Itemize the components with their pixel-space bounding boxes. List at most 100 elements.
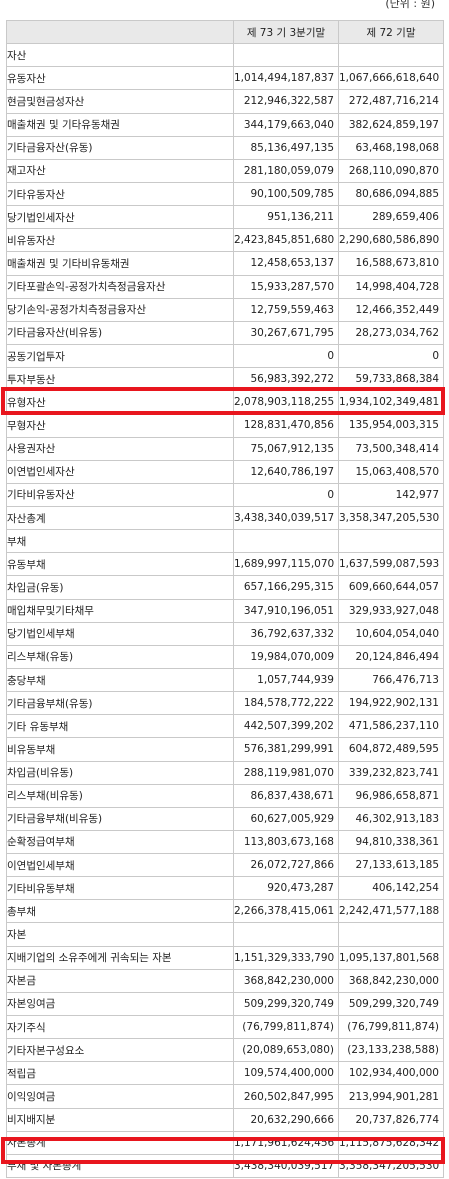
row-label: 매출채권 및 기타비유동채권 xyxy=(6,251,234,276)
table-row: 매출채권 및 기타유동채권 344,179,663,040 382,624,859,… xyxy=(6,112,444,137)
prior-period-value: 12,466,352,449 xyxy=(338,297,444,322)
table-row: 공동기업투자 0 0 xyxy=(6,343,444,369)
row-label: 자본잉여금 xyxy=(6,991,234,1017)
row-label: 기타금융자산(비유동) xyxy=(6,320,234,345)
current-period-value: 113,803,673,168 xyxy=(233,829,339,855)
prior-period-value: 604,872,489,595 xyxy=(338,737,444,762)
table-row: 유형자산 2,078,903,118,255 1,934,102,349,481 xyxy=(6,390,444,415)
table-row: 기타비유동부채 920,473,287 406,142,254 xyxy=(6,876,444,901)
prior-period-value: 46,302,913,183 xyxy=(338,806,444,831)
header-item-column xyxy=(6,19,234,45)
row-label: 비유동부채 xyxy=(6,737,234,762)
table-row: 자산총계 3,438,340,039,517 3,358,347,205,530 xyxy=(6,505,444,531)
current-period-value: 2,423,845,851,680 xyxy=(233,228,339,253)
table-row: 기타금융부채(유동) 184,578,772,222 194,922,902,131 xyxy=(6,691,444,716)
table-row: 당기법인세부채 36,792,637,332 10,604,054,040 xyxy=(6,621,444,646)
table-row: 기타금융부채(비유동) 60,627,005,929 46,302,913,183 xyxy=(6,806,444,831)
prior-period-value: 406,142,254 xyxy=(338,876,444,901)
prior-period-value: 15,063,408,570 xyxy=(338,459,444,484)
row-label: 기타비유동부채 xyxy=(6,876,234,901)
row-label: 공동기업투자 xyxy=(6,343,234,369)
prior-period-value: 20,124,846,494 xyxy=(338,644,444,669)
row-label: 당기법인세부채 xyxy=(6,621,234,646)
table-row: 기타 유동부채 442,507,399,202 471,586,237,110 xyxy=(6,714,444,739)
table-row: 자산 xyxy=(6,43,444,68)
row-label: 자본금 xyxy=(6,968,234,993)
row-label: 비지배지분 xyxy=(6,1107,234,1132)
table-row: 부채 xyxy=(6,529,444,554)
row-label: 투자부동산 xyxy=(6,367,234,392)
row-label: 리스부채(비유동) xyxy=(6,783,234,808)
table-row: 기타자본구성요소 (20,089,653,080) (23,133,238,588) xyxy=(6,1038,444,1063)
prior-period-value: 10,604,054,040 xyxy=(338,621,444,646)
prior-period-value: 509,299,320,749 xyxy=(338,991,444,1017)
prior-period-value: 609,660,644,057 xyxy=(338,575,444,600)
current-period-value: 2,266,378,415,061 xyxy=(233,899,339,924)
table-row: 매입채무및기타채무 347,910,196,051 329,933,927,048 xyxy=(6,598,444,623)
current-period-value: 260,502,847,995 xyxy=(233,1084,339,1109)
row-label: 매출채권 및 기타유동채권 xyxy=(6,112,234,137)
row-label: 유형자산 xyxy=(6,390,234,415)
current-period-value: (20,089,653,080) xyxy=(233,1038,339,1063)
table-row: 순확정급여부채 113,803,673,168 94,810,338,361 xyxy=(6,829,444,855)
prior-period-value: 28,273,034,762 xyxy=(338,320,444,345)
table-row: 자본총계 1,171,961,624,456 1,115,875,628,342 xyxy=(6,1130,444,1155)
row-label: 총부채 xyxy=(6,899,234,924)
current-period-value xyxy=(233,922,339,947)
prior-period-value: 766,476,713 xyxy=(338,667,444,693)
prior-period-value: 272,487,716,214 xyxy=(338,89,444,114)
row-label: 자산총계 xyxy=(6,505,234,531)
row-label: 자산 xyxy=(6,43,234,68)
row-label: 충당부채 xyxy=(6,667,234,693)
prior-period-value: 0 xyxy=(338,343,444,369)
table-row: 충당부채 1,057,744,939 766,476,713 xyxy=(6,667,444,693)
row-label: 차입금(유동) xyxy=(6,575,234,600)
current-period-value: 184,578,772,222 xyxy=(233,691,339,716)
current-period-value: 2,078,903,118,255 xyxy=(233,390,339,415)
table-row: 부채 및 자본총계 3,438,340,039,517 3,358,347,205,… xyxy=(6,1153,444,1179)
prior-period-value: 96,986,658,871 xyxy=(338,783,444,808)
current-period-value: 951,136,211 xyxy=(233,205,339,230)
row-label: 당기법인세자산 xyxy=(6,205,234,230)
current-period-value: 288,119,981,070 xyxy=(233,760,339,785)
current-period-value: 26,072,727,866 xyxy=(233,853,339,878)
current-period-value: 3,438,340,039,517 xyxy=(233,1153,339,1179)
row-label: 기타금융자산(유동) xyxy=(6,135,234,160)
prior-period-value: 135,954,003,315 xyxy=(338,413,444,438)
table-row: 지배기업의 소유주에게 귀속되는 자본 1,151,329,333,790 1,09… xyxy=(6,945,444,970)
current-period-value: 90,100,509,785 xyxy=(233,181,339,207)
financial-statement-table: 제 73 기 3분기말 제 72 기말 자산 유동자산 1,014,494,187,… xyxy=(6,19,444,1179)
current-period-value: 1,151,329,333,790 xyxy=(233,945,339,970)
current-period-value: 1,689,997,115,070 xyxy=(233,552,339,577)
table-row: 무형자산 128,831,470,856 135,954,003,315 xyxy=(6,413,444,438)
table-row: 자본잉여금 509,299,320,749 509,299,320,749 xyxy=(6,991,444,1017)
row-label: 유동자산 xyxy=(6,66,234,91)
row-label: 기타금융부채(비유동) xyxy=(6,806,234,831)
table-row: 비지배지분 20,632,290,666 20,737,826,774 xyxy=(6,1107,444,1132)
row-label: 기타금융부채(유동) xyxy=(6,691,234,716)
table-row: 자본금 368,842,230,000 368,842,230,000 xyxy=(6,968,444,993)
current-period-value: 3,438,340,039,517 xyxy=(233,505,339,531)
prior-period-value: 471,586,237,110 xyxy=(338,714,444,739)
row-label: 당기손익-공정가치측정금융자산 xyxy=(6,297,234,322)
row-label: 리스부채(유동) xyxy=(6,644,234,669)
table-row: 차입금(비유동) 288,119,981,070 339,232,823,741 xyxy=(6,760,444,785)
prior-period-value: 14,998,404,728 xyxy=(338,274,444,299)
current-period-value: 86,837,438,671 xyxy=(233,783,339,808)
prior-period-value: 1,115,875,628,342 xyxy=(338,1130,444,1155)
current-period-value: 0 xyxy=(233,343,339,369)
prior-period-value: 2,290,680,586,890 xyxy=(338,228,444,253)
prior-period-value: 368,842,230,000 xyxy=(338,968,444,993)
row-label: 재고자산 xyxy=(6,158,234,183)
current-period-value: 85,136,497,135 xyxy=(233,135,339,160)
header-current-period: 제 73 기 3분기말 xyxy=(233,19,339,45)
prior-period-value: 80,686,094,885 xyxy=(338,181,444,207)
row-label: 매입채무및기타채무 xyxy=(6,598,234,623)
prior-period-value: 289,659,406 xyxy=(338,205,444,230)
row-label: 지배기업의 소유주에게 귀속되는 자본 xyxy=(6,945,234,970)
table-row: 적립금 109,574,400,000 102,934,400,000 xyxy=(6,1061,444,1086)
current-period-value: 1,014,494,187,837 xyxy=(233,66,339,91)
row-label: 사용권자산 xyxy=(6,436,234,461)
current-period-value: 12,458,653,137 xyxy=(233,251,339,276)
table-row: 비유동자산 2,423,845,851,680 2,290,680,586,890 xyxy=(6,228,444,253)
